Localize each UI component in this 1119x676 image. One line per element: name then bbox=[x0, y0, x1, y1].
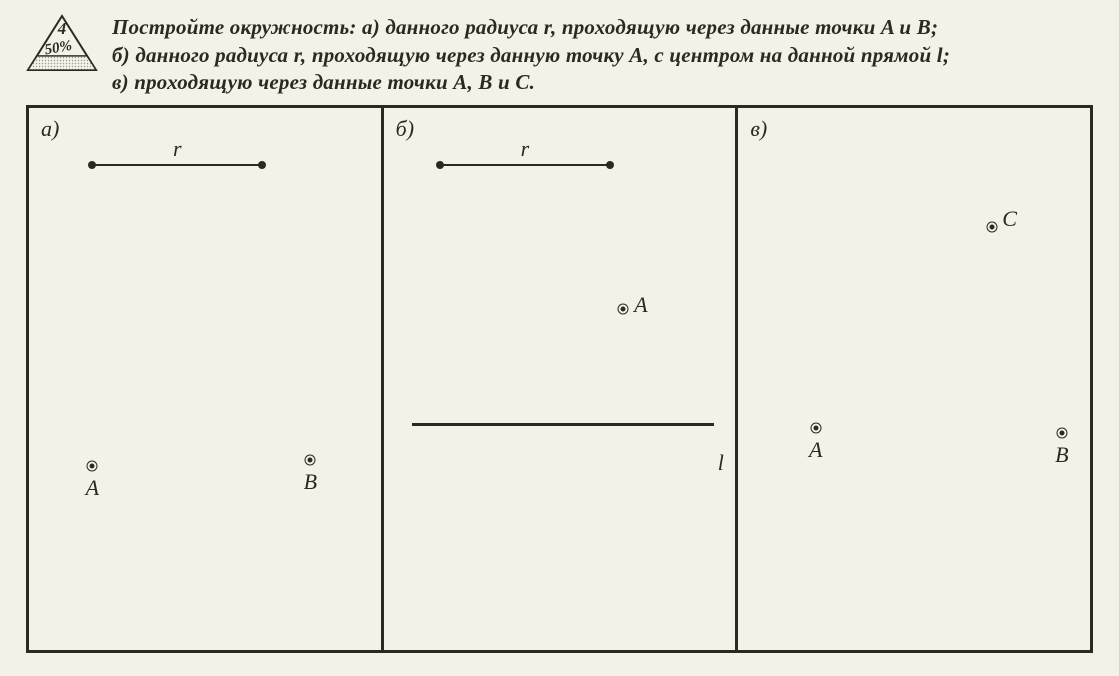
point-B bbox=[306, 456, 315, 465]
point-A-label: A bbox=[634, 292, 647, 318]
point-B-label: B bbox=[304, 469, 317, 495]
panel-c: в) C A B bbox=[738, 108, 1090, 650]
panel-a-label: а) bbox=[41, 116, 59, 142]
r-segment bbox=[440, 164, 610, 166]
triangle-badge-icon: 4 50% bbox=[26, 14, 98, 74]
problem-intro: Постройте окружность: bbox=[112, 15, 362, 39]
point-A bbox=[88, 461, 97, 470]
line-l-label: l bbox=[718, 450, 724, 476]
panels-row: а) r A B б) r Al в) C A B bbox=[26, 105, 1093, 653]
point-B bbox=[1057, 429, 1066, 438]
point-C bbox=[987, 223, 996, 232]
point-A bbox=[618, 304, 627, 313]
problem-part-a: а) данного радиуса r, проходящую через д… bbox=[362, 15, 938, 39]
problem-part-b: б) данного радиуса r, проходящую через д… bbox=[112, 43, 950, 67]
r-segment bbox=[92, 164, 262, 166]
point-B-label: B bbox=[1055, 442, 1068, 468]
point-A-label: A bbox=[86, 475, 99, 501]
panel-a: а) r A B bbox=[29, 108, 384, 650]
point-A-label: A bbox=[809, 437, 822, 463]
line-l bbox=[412, 423, 714, 426]
panel-b-label: б) bbox=[396, 116, 414, 142]
page: 4 50% Постройте окружность: а) данного р… bbox=[0, 0, 1119, 676]
r-label: r bbox=[173, 136, 182, 162]
point-C-label: C bbox=[1002, 206, 1017, 232]
r-label: r bbox=[521, 136, 530, 162]
problem-text: Постройте окружность: а) данного радиуса… bbox=[112, 14, 1093, 97]
point-A bbox=[811, 423, 820, 432]
panel-b: б) r Al bbox=[384, 108, 739, 650]
panel-c-label: в) bbox=[750, 116, 767, 142]
badge-number: 4 bbox=[57, 19, 67, 38]
problem-part-c: в) проходящую через данные точки A, B и … bbox=[112, 70, 535, 94]
problem-header: 4 50% Постройте окружность: а) данного р… bbox=[20, 10, 1099, 103]
